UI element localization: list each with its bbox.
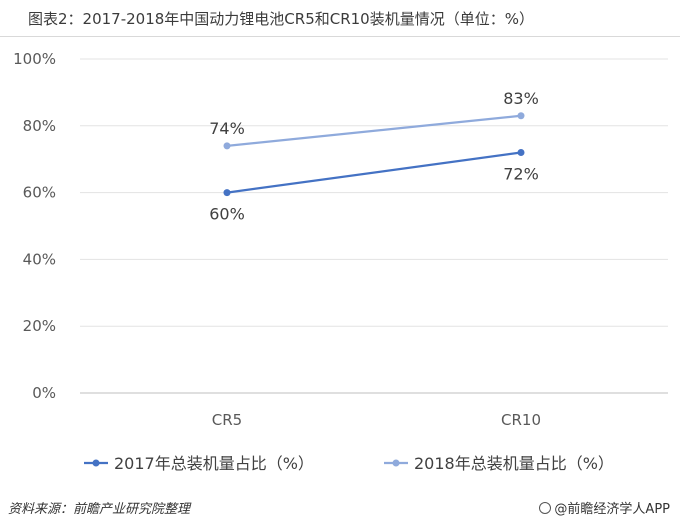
- y-tick-label-20: 20%: [23, 317, 56, 335]
- footer: 资料来源：前瞻产业研究院整理 @前瞻经济学人APP: [0, 494, 680, 524]
- legend-swatch-dot-1: [92, 459, 100, 467]
- x-tick-label-cr10: CR10: [501, 411, 541, 429]
- series-2: [223, 112, 525, 150]
- data-point-2-1: [223, 142, 231, 150]
- data-label-1-2: 72%: [503, 165, 539, 184]
- data-point-1-1: [223, 189, 231, 197]
- y-axis-ticks: 0% 20% 40% 60% 80% 100%: [13, 50, 56, 402]
- data-label-2-2: 83%: [503, 89, 539, 108]
- y-tick-label-100: 100%: [13, 50, 56, 68]
- y-tick-label-0: 0%: [32, 384, 56, 402]
- legend-label-2: 2018年总装机量占比（%）: [414, 454, 614, 473]
- series-1: [223, 149, 525, 197]
- line-chart: 0%20%40%60%80%100% CR5 CR10 60%72%74%83% …: [13, 50, 668, 473]
- y-tick-label-40: 40%: [23, 250, 56, 268]
- data-point-1-2: [517, 149, 525, 157]
- legend-label-1: 2017年总装机量占比（%）: [114, 454, 314, 473]
- series-line-1: [226, 151, 522, 194]
- x-tick-label-cr5: CR5: [212, 411, 242, 429]
- data-label-2-1: 74%: [209, 119, 245, 138]
- chart-title: 图表2：2017-2018年中国动力锂电池CR5和CR10装机量情况（单位：%）: [28, 10, 534, 28]
- legend-swatch-dot-2: [392, 459, 400, 467]
- data-point-2-2: [517, 112, 525, 120]
- x-axis-ticks: CR5 CR10: [212, 411, 541, 429]
- brand-logo-icon: [539, 502, 552, 514]
- source-note: 资料来源：前瞻产业研究院整理: [8, 502, 191, 517]
- series-line-2: [226, 114, 522, 147]
- legend-item-1: 2017年总装机量占比（%）: [84, 454, 314, 473]
- y-tick-label-60: 60%: [23, 184, 56, 202]
- brand-text: @前瞻经济学人APP: [554, 502, 670, 517]
- y-tick-label-80: 80%: [23, 117, 56, 135]
- data-label-1-1: 60%: [209, 205, 245, 224]
- title-divider: [0, 36, 680, 37]
- brand-credit: @前瞻经济学人APP: [539, 498, 670, 517]
- series-group: 60% 72% 74% 83%: [209, 89, 539, 224]
- gridlines: [80, 58, 668, 394]
- legend-item-2: 2018年总装机量占比（%）: [384, 454, 614, 473]
- legend: 2017年总装机量占比（%） 2018年总装机量占比（%）: [84, 454, 614, 473]
